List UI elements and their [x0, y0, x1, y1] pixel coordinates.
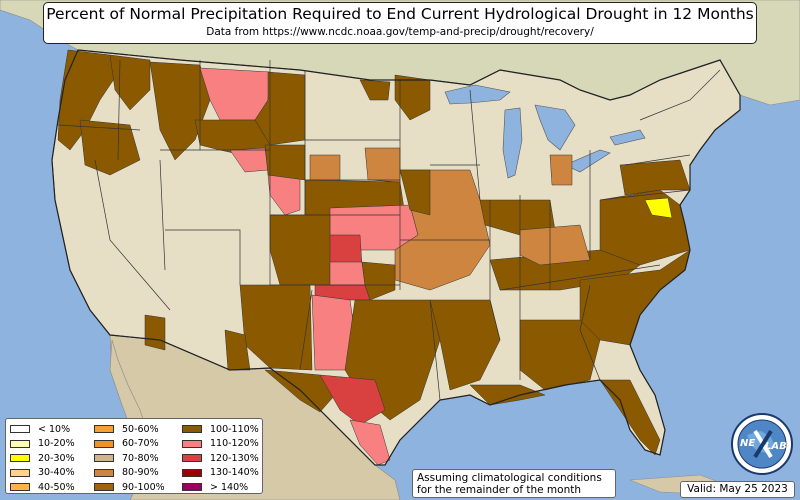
lake-michigan — [502, 107, 523, 179]
legend-item: 80-90% — [94, 466, 165, 481]
region-co-east — [264, 144, 306, 181]
title-box: Percent of Normal Precipitation Required… — [43, 2, 757, 44]
region-kansas-red — [327, 234, 363, 266]
legend-item: 90-100% — [94, 480, 165, 495]
valid-date: Valid: May 25 2023 — [680, 481, 795, 498]
legend-item: 60-70% — [94, 437, 165, 452]
region-florida — [599, 379, 661, 456]
map-subtitle: Data from https://www.ncdc.noaa.gov/temp… — [206, 26, 594, 38]
region-mid-atlantic-yellow — [644, 197, 673, 219]
logo-text-ne: NE — [740, 438, 755, 449]
legend-item: 70-80% — [94, 451, 165, 466]
assumption-note: Assuming climatological conditions for t… — [412, 469, 616, 498]
legend-swatch — [10, 454, 30, 463]
legend-swatch — [10, 439, 30, 448]
lake-erie — [564, 149, 611, 173]
usa-outline — [51, 49, 741, 466]
lake-huron — [534, 104, 576, 151]
legend-item: 20-30% — [10, 451, 75, 466]
legend-swatch — [182, 454, 202, 463]
region-tx-south-red — [319, 374, 386, 426]
legend-swatch — [94, 454, 114, 463]
lake-ontario — [609, 129, 646, 146]
legend-item: 130-140% — [182, 466, 259, 481]
legend-swatch — [10, 468, 30, 477]
map-title: Percent of Normal Precipitation Required… — [46, 5, 754, 23]
legend-item: 40-50% — [10, 480, 75, 495]
region-michigan — [549, 154, 573, 186]
legend-swatch — [182, 425, 202, 434]
legend-swatch — [94, 439, 114, 448]
region-tx-west — [264, 369, 336, 413]
legend-item: > 140% — [182, 480, 259, 495]
region-az-strip — [144, 314, 166, 351]
legend-item: 120-130% — [182, 451, 259, 466]
region-mississippi-al — [519, 319, 601, 391]
legend-item: 110-120% — [182, 437, 259, 452]
legend-swatch — [182, 439, 202, 448]
region-indiana-ohio — [519, 224, 591, 266]
legend-item: < 10% — [10, 422, 75, 437]
legend-item: 50-60% — [94, 422, 165, 437]
region-mn — [359, 79, 391, 101]
state-boundaries — [57, 59, 721, 401]
legend: < 10% 10-20% 20-30% 30-40% 40-50% 50-60%… — [5, 418, 263, 494]
legend-swatch — [94, 425, 114, 434]
note-line-1: Assuming climatological conditions — [417, 472, 602, 484]
legend-item: 30-40% — [10, 466, 75, 481]
region-sw-arizona — [224, 329, 251, 371]
region-oklahoma-pink — [329, 261, 366, 286]
nexlab-logo: NE LAB — [731, 413, 793, 475]
logo-text-lab: LAB — [765, 441, 787, 452]
region-sd-east — [364, 147, 401, 183]
note-line-2: for the remainder of the month — [417, 484, 582, 496]
legend-item: 10-20% — [10, 437, 75, 452]
region-tx-south-pink — [349, 419, 391, 466]
logo-x-stroke-b — [753, 429, 773, 459]
legend-swatch — [94, 468, 114, 477]
region-sd-small — [309, 154, 341, 181]
lake-superior — [444, 84, 511, 105]
legend-swatch — [182, 483, 202, 492]
region-pennsylvania — [619, 159, 691, 196]
region-ok-east — [361, 261, 396, 301]
region-gulf-coast — [469, 384, 546, 406]
region-wa-coast — [394, 74, 431, 121]
region-iowa — [399, 169, 431, 216]
legend-swatch — [94, 483, 114, 492]
legend-swatch — [10, 483, 30, 492]
region-colorado — [269, 214, 331, 286]
legend-swatch — [10, 425, 30, 434]
legend-item: 100-110% — [182, 422, 259, 437]
legend-swatch — [182, 468, 202, 477]
